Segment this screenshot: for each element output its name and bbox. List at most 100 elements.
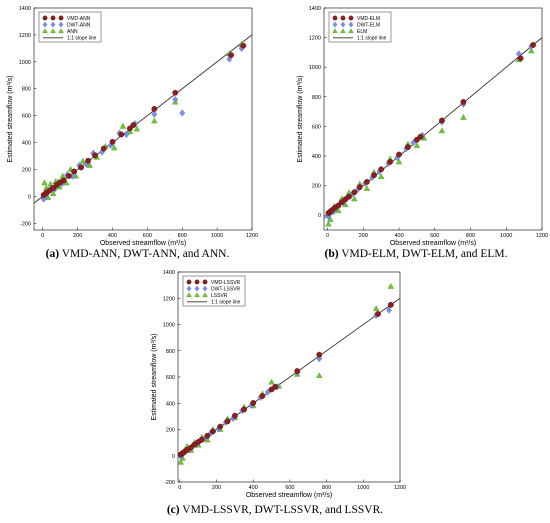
legend-marker-diamond — [348, 21, 354, 28]
x-tick-label: 800 — [178, 233, 187, 239]
legend-entry-label: DWT-ELM — [357, 22, 380, 28]
y-tick-label: 800 — [312, 95, 321, 101]
data-point-circle — [387, 301, 394, 308]
data-point-triangle — [325, 220, 332, 227]
legend-marker-triangle — [332, 28, 338, 34]
x-tick-label: 800 — [322, 485, 331, 491]
data-point-circle — [272, 383, 279, 390]
data-point-circle — [127, 125, 133, 132]
data-point-triangle — [151, 117, 158, 124]
legend-marker-circle — [194, 279, 200, 285]
data-point-triangle — [119, 122, 127, 129]
y-tick-label: 1000 — [309, 65, 321, 71]
chart-a-svg: 0 200 400 600 800 1000 1200 -200 0 200 400 600 800 10… — [7, 6, 258, 247]
legend-marker-circle — [340, 15, 346, 21]
data-point-triangle — [438, 127, 446, 134]
data-point-circle — [417, 133, 424, 140]
x-tick-label: 600 — [285, 485, 294, 491]
y-tick-label: 1200 — [309, 36, 321, 42]
legend-marker-circle — [58, 15, 64, 21]
data-point-circle — [198, 436, 205, 443]
data-point-triangle — [528, 47, 535, 54]
legend-box — [182, 275, 246, 307]
y-tick-label: 200 — [166, 428, 175, 434]
legend-marker-triangle — [186, 292, 192, 298]
data-point-circle — [151, 106, 158, 112]
data-point-triangle — [49, 190, 57, 196]
data-point-triangle — [316, 372, 323, 378]
chart-b-svg: 0 200 400 600 800 1000 1200 0 200 400 600 800 1000 12… — [297, 6, 548, 247]
data-point-circle — [363, 178, 370, 185]
data-point-circle — [439, 117, 445, 124]
data-point-triangle — [41, 179, 48, 186]
legend-marker-diamond — [340, 21, 346, 28]
y-tick-label: 600 — [312, 124, 321, 130]
legend-box — [328, 11, 392, 43]
data-point-triangle — [395, 158, 403, 165]
data-point-triangle — [79, 157, 87, 164]
y-tick-label: 200 — [312, 184, 321, 190]
legend-entry-label: ANN — [67, 29, 78, 35]
data-point-circle — [316, 351, 323, 358]
data-point-circle — [530, 42, 536, 48]
data-point-circle — [224, 418, 231, 425]
y-tick-label: -200 — [20, 221, 31, 227]
data-point-circle — [240, 42, 247, 49]
y-tick-label: -200 — [164, 480, 175, 486]
caption-a-text: VMD-ANN, DWT-ANN, and ANN. — [59, 248, 230, 260]
data-point-diamond — [179, 109, 186, 117]
y-axis-title: Estimated streamflow (m³/s) — [7, 75, 14, 162]
legend-marker-triangle — [42, 28, 48, 34]
legend-marker-triangle — [58, 28, 64, 34]
data-point-triangle — [59, 172, 66, 179]
x-tick-label: 800 — [466, 233, 475, 239]
data-point-circle — [387, 159, 394, 165]
data-point-triangle — [111, 144, 118, 151]
data-point-circle — [405, 144, 411, 151]
y-tick-label: 200 — [22, 167, 31, 173]
data-point-circle — [60, 177, 67, 184]
x-tick-label: 0 — [178, 485, 181, 491]
x-tick-label: 1000 — [211, 233, 223, 239]
data-point-diamond — [226, 55, 233, 63]
data-point-circle — [250, 400, 257, 406]
y-tick-label: 600 — [22, 114, 31, 120]
data-point-circle — [130, 122, 137, 128]
legend-marker-circle — [348, 15, 354, 21]
legend-box — [38, 11, 102, 43]
data-point-circle — [231, 412, 238, 419]
caption-a: (a) VMD-ANN, DWT-ANN, and ANN. — [0, 248, 275, 260]
data-point-triangle — [372, 305, 380, 312]
y-tick-label: 0 — [172, 454, 175, 460]
x-tick-label: 200 — [212, 485, 221, 491]
legend-marker-diamond — [42, 21, 48, 28]
data-point-triangle — [268, 378, 275, 385]
plot-frame — [323, 7, 543, 231]
y-axis-title: Estimated streamflow (m³/s) — [297, 75, 304, 162]
caption-c-label: (c) — [166, 504, 180, 516]
caption-c-text: VMD-LSSVR, DWT-LSSVR, and LSSVR. — [179, 504, 384, 516]
data-point-circle — [71, 168, 78, 175]
x-axis-title: Observed streamflow (m³/s) — [246, 492, 332, 499]
y-tick-label: 1400 — [163, 270, 175, 276]
legend-marker-diamond — [58, 21, 64, 28]
data-point-circle — [228, 52, 234, 58]
y-tick-label: 400 — [166, 401, 175, 407]
chart-panel-b: 0 200 400 600 800 1000 1200 0 200 400 600 800 1000 12… — [278, 0, 550, 250]
data-point-circle — [346, 193, 352, 200]
x-axis-title: Observed streamflow (m³/s) — [390, 240, 476, 247]
legend-marker-diamond — [332, 21, 338, 28]
data-point-circle — [209, 428, 216, 435]
legend-entry-label: VMD-ANN — [67, 16, 91, 22]
data-point-circle — [371, 172, 377, 179]
legend-marker-triangle — [202, 292, 208, 298]
legend-marker-diamond — [50, 21, 56, 28]
x-tick-label: 1000 — [357, 485, 369, 491]
legend-entry-label: 1:1 slope line — [67, 36, 97, 42]
x-tick-label: 400 — [108, 233, 117, 239]
x-tick-label: 0 — [326, 233, 329, 239]
data-point-circle — [259, 393, 266, 399]
legend-marker-triangle — [50, 28, 56, 34]
legend-entry-label: DWT-ANN — [67, 22, 91, 28]
data-point-circle — [294, 368, 301, 374]
